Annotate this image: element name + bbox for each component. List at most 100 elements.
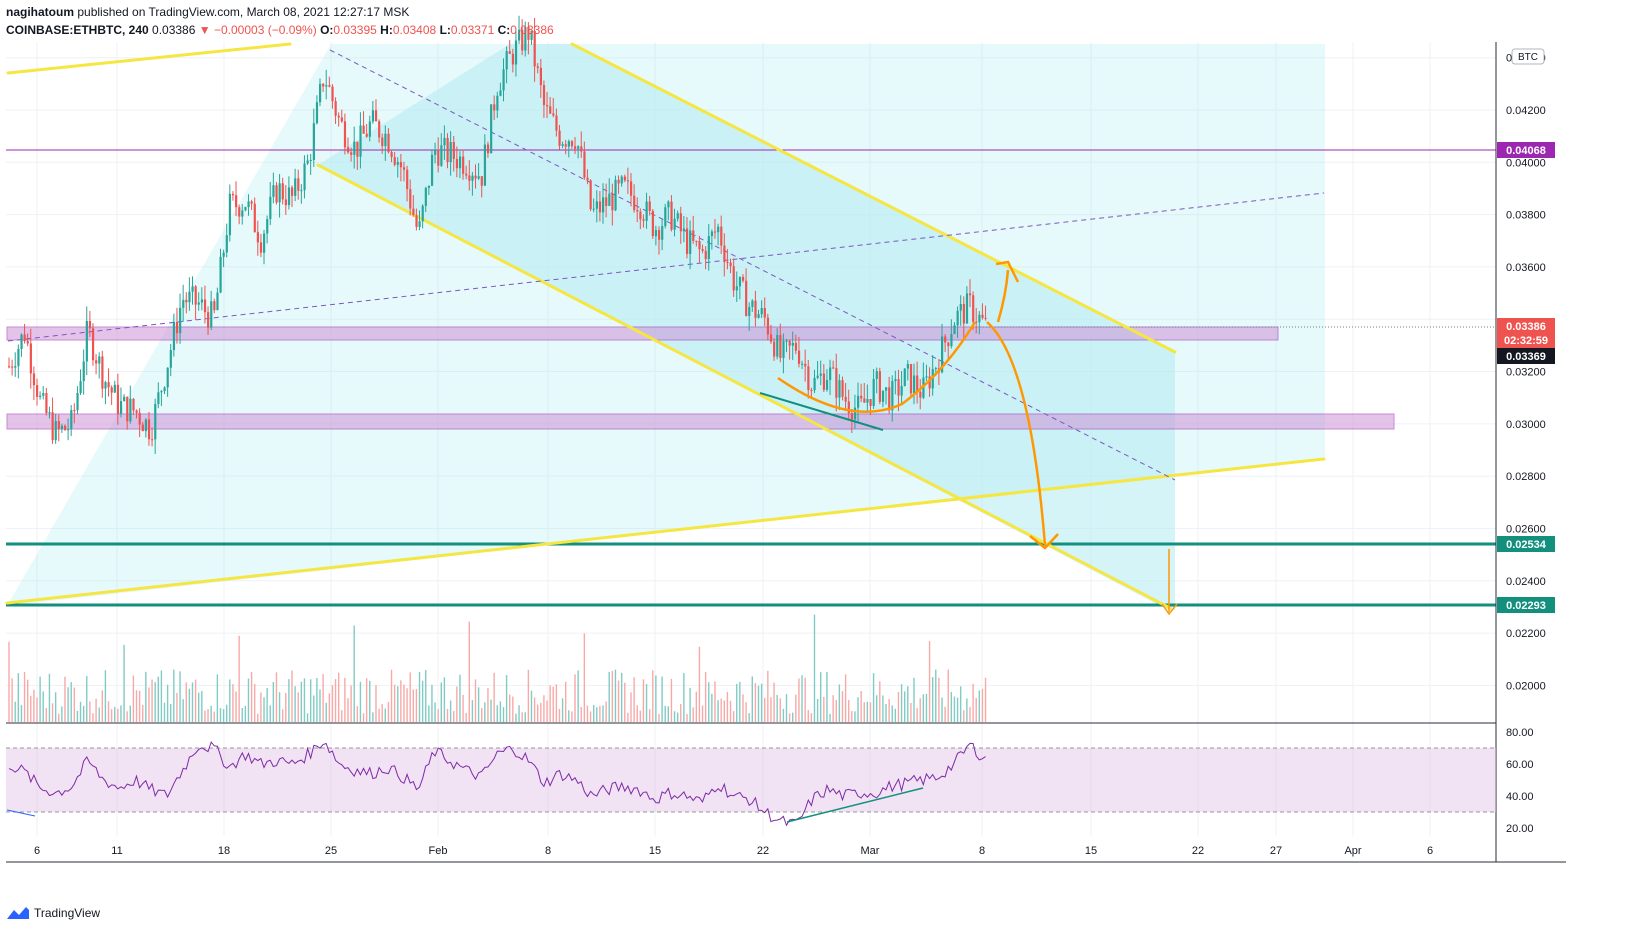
- candle-body: [256, 232, 259, 243]
- target-2-price-label: 0.02293: [1506, 600, 1546, 612]
- candle-body: [32, 373, 36, 386]
- candle-body: [913, 375, 916, 394]
- candle-body: [163, 387, 166, 392]
- candle-body: [95, 360, 98, 364]
- candle-body: [493, 104, 496, 111]
- candle-body: [975, 321, 978, 323]
- candle-body: [278, 183, 281, 203]
- candle-body: [692, 230, 695, 241]
- candle-body: [172, 321, 176, 351]
- candle-body: [710, 231, 714, 237]
- candle-body: [965, 293, 969, 324]
- candle-body: [309, 159, 312, 161]
- ascending-channel-midline: [7, 192, 1325, 342]
- candle-body: [605, 197, 608, 206]
- candle-body: [583, 151, 586, 178]
- candle-body: [194, 286, 197, 305]
- time-tick-label: 22: [757, 845, 769, 857]
- candle-body: [704, 250, 707, 260]
- candle-body: [947, 342, 950, 347]
- price-tick-label: 0.03000: [1506, 419, 1546, 431]
- candle-body: [381, 137, 384, 147]
- price-divergence-line: [759, 392, 884, 431]
- candle-body: [816, 375, 819, 378]
- candle-body: [673, 218, 676, 230]
- candle-body: [751, 300, 754, 307]
- candle-body: [623, 176, 626, 181]
- candle-body: [934, 368, 937, 370]
- candle-body: [440, 145, 443, 166]
- bearish-arrow-path: [986, 321, 1047, 546]
- candle-body: [602, 197, 605, 213]
- candle-body: [648, 201, 651, 211]
- candle-body: [713, 231, 717, 233]
- candle-body: [231, 193, 235, 196]
- high-label: H:: [380, 23, 393, 37]
- candle-body: [825, 380, 829, 390]
- candle-body: [626, 180, 630, 182]
- candle-body: [203, 299, 207, 313]
- candle-body: [521, 29, 524, 51]
- candle-body: [207, 312, 210, 328]
- candle-body: [797, 350, 801, 364]
- candle-body: [144, 419, 148, 432]
- candle-body: [682, 228, 686, 232]
- candle-body: [561, 144, 564, 146]
- time-tick-label: Mar: [861, 845, 880, 857]
- candle-body: [801, 363, 804, 365]
- candle-body: [287, 187, 291, 206]
- candle-body: [850, 413, 854, 420]
- price-tick-label: 0.03200: [1506, 367, 1546, 379]
- candle-body: [353, 141, 356, 155]
- candle-body: [213, 301, 216, 311]
- candle-body: [291, 187, 294, 196]
- candle-body: [897, 379, 900, 396]
- price-tick-label: 0.02800: [1506, 471, 1546, 483]
- candle-body: [732, 266, 735, 291]
- candle-body: [322, 83, 325, 87]
- candle-body: [107, 382, 110, 388]
- candle-body: [182, 299, 185, 308]
- candle-body: [950, 334, 953, 347]
- candle-body: [275, 185, 278, 203]
- time-tick-label: 18: [218, 845, 230, 857]
- candle-body: [132, 398, 135, 411]
- candle-body: [253, 203, 256, 233]
- publish-info: nagihatoum published on TradingView.com,…: [6, 5, 409, 19]
- candle-body: [791, 342, 794, 346]
- open-value: 0.03395: [333, 23, 377, 37]
- candle-body: [54, 421, 57, 441]
- candle-body: [785, 340, 788, 342]
- candle-body: [978, 314, 981, 323]
- candle-body: [611, 193, 614, 211]
- last-price: 0.03386: [152, 23, 196, 37]
- price-tick-label: 0.04200: [1506, 105, 1546, 117]
- resistance-price-label: 0.04068: [1506, 145, 1546, 157]
- author-name[interactable]: nagihatoum: [6, 5, 74, 19]
- candle-body: [188, 291, 191, 303]
- price-tick-label: 0.03800: [1506, 210, 1546, 222]
- candle-body: [505, 51, 508, 70]
- candle-body: [110, 387, 113, 393]
- tradingview-footer[interactable]: TradingView: [6, 906, 100, 920]
- candle-body: [300, 190, 303, 192]
- price-tick-label: 0.02200: [1506, 628, 1546, 640]
- candle-body: [580, 146, 583, 152]
- candle-body: [244, 207, 247, 211]
- candle-body: [788, 340, 791, 346]
- candle-body: [11, 366, 14, 368]
- candle-body: [45, 393, 48, 414]
- candle-body: [85, 320, 88, 362]
- countdown-label-bg: [1497, 332, 1555, 348]
- candle-body: [835, 368, 838, 398]
- candle-body: [101, 356, 104, 389]
- candle-body: [956, 310, 959, 326]
- candle-body: [903, 368, 906, 386]
- candle-body: [269, 196, 272, 220]
- symbol-legend: COINBASE:ETHBTC, 240 0.03386 ▼ −0.00003 …: [6, 23, 554, 37]
- candle-body: [39, 395, 42, 397]
- candle-body: [589, 180, 592, 210]
- candle-body: [362, 125, 365, 134]
- publish-date: published on TradingView.com, March 08, …: [77, 5, 410, 19]
